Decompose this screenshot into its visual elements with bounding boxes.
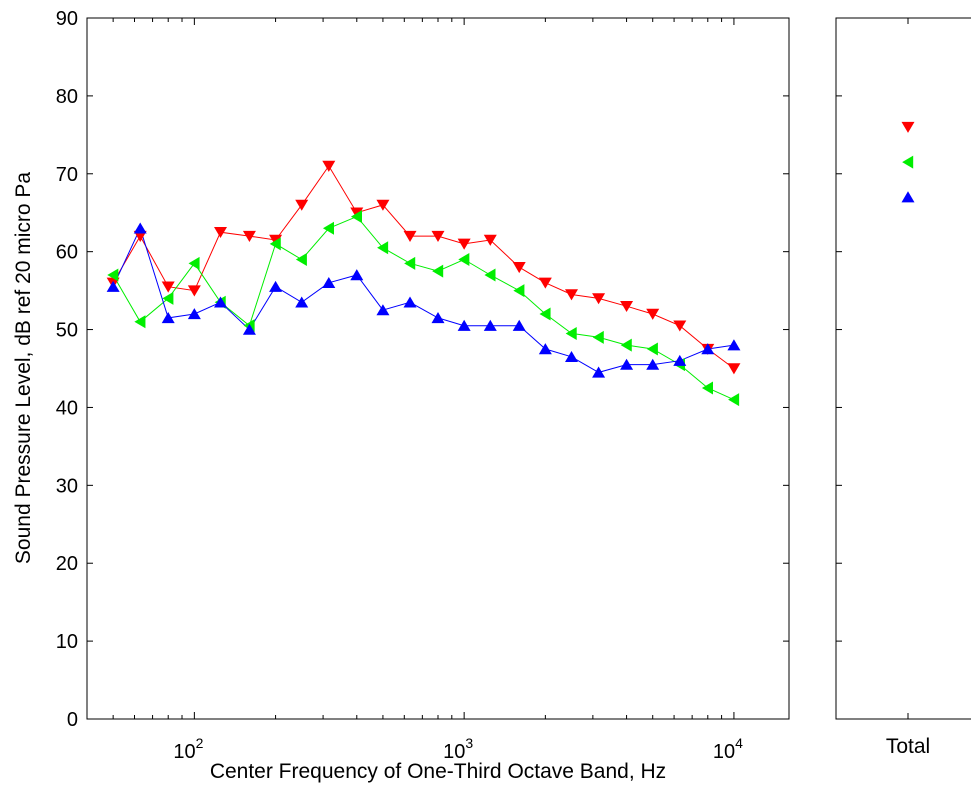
spl-spectrum-chart: 0 10 20 30 40 50 60 70 80 90 102 103 104 Center Freq… <box>12 8 790 783</box>
data-point-marker <box>727 363 741 375</box>
y-tick-label: 20 <box>56 553 78 575</box>
y-tick-label: 50 <box>56 320 78 342</box>
data-point-marker <box>106 280 120 292</box>
y-tick-label: 10 <box>56 631 78 653</box>
data-point-marker <box>242 323 256 335</box>
data-point-marker <box>538 343 552 355</box>
data-point-marker <box>133 222 147 234</box>
total-plot-frame <box>835 17 971 720</box>
data-point-marker <box>512 262 526 274</box>
data-point-marker <box>403 230 417 242</box>
data-point-marker <box>431 230 445 242</box>
data-point-marker <box>350 207 364 219</box>
data-point-marker <box>269 237 281 251</box>
data-point-marker <box>269 234 283 246</box>
main-axis-ticks <box>86 17 789 720</box>
data-point-marker <box>269 280 283 292</box>
data-point-marker <box>133 230 147 242</box>
data-point-marker <box>431 312 445 324</box>
total-category-label: Total <box>886 735 930 758</box>
data-point-marker <box>162 291 174 305</box>
data-point-marker <box>404 256 416 270</box>
data-point-marker <box>646 358 660 370</box>
data-point-marker <box>376 304 390 316</box>
data-point-marker <box>350 210 362 224</box>
y-tick-label: 80 <box>56 86 78 108</box>
data-point-marker <box>187 285 201 297</box>
x-tick-label: 104 <box>713 735 743 763</box>
data-point-marker <box>592 330 604 344</box>
data-point-marker <box>295 296 309 308</box>
data-point-marker <box>484 268 496 282</box>
data-point-marker <box>646 342 658 356</box>
series-markers <box>106 160 741 407</box>
y-tick-label: 90 <box>56 8 78 30</box>
data-point-marker <box>161 312 175 324</box>
data-point-marker <box>134 315 146 329</box>
data-point-marker <box>565 289 579 301</box>
total-level-chart: Total <box>835 17 971 758</box>
data-point-marker <box>620 338 632 352</box>
data-point-marker <box>673 320 687 332</box>
data-point-marker <box>376 199 390 211</box>
main-plot-frame <box>86 17 790 720</box>
data-point-marker <box>432 264 444 278</box>
data-point-marker <box>701 381 713 395</box>
data-point-marker <box>701 343 715 355</box>
data-point-marker <box>457 238 471 250</box>
total-marker <box>901 121 915 133</box>
data-point-marker <box>592 293 606 305</box>
total-axis-ticks <box>836 17 909 720</box>
data-point-marker <box>646 308 660 320</box>
data-point-marker <box>377 241 389 255</box>
y-axis-title: Sound Pressure Level, dB ref 20 micro Pa <box>12 172 35 565</box>
data-point-marker <box>673 354 687 366</box>
data-point-marker <box>214 296 228 308</box>
x-tick-label: 102 <box>173 735 203 763</box>
data-point-marker <box>242 230 256 242</box>
y-tick-label: 70 <box>56 164 78 186</box>
data-point-marker <box>592 366 606 378</box>
data-point-marker <box>188 256 200 270</box>
data-point-marker <box>538 277 552 289</box>
data-point-marker <box>457 319 471 331</box>
data-point-marker <box>565 350 579 363</box>
data-point-marker <box>539 307 551 321</box>
total-marker <box>902 155 914 169</box>
y-tick-label: 60 <box>56 242 78 264</box>
data-point-marker <box>513 284 525 298</box>
data-point-marker <box>727 339 741 351</box>
total-markers <box>901 121 915 203</box>
data-point-marker <box>322 160 336 172</box>
series-line-0 <box>112 165 735 369</box>
data-point-marker <box>728 393 740 407</box>
data-point-marker <box>107 268 119 282</box>
data-point-marker <box>350 269 364 281</box>
data-point-marker <box>295 199 309 211</box>
data-point-marker <box>322 221 334 235</box>
data-point-marker <box>214 226 228 239</box>
data-point-marker <box>161 281 175 293</box>
data-point-marker <box>483 319 497 331</box>
y-tick-label: 0 <box>67 709 78 731</box>
data-point-marker <box>458 252 470 266</box>
data-point-marker <box>403 296 417 308</box>
total-marker <box>901 191 915 203</box>
data-point-marker <box>187 308 201 320</box>
x-tick-label: 103 <box>443 735 473 763</box>
data-point-marker <box>322 276 336 289</box>
y-tick-label: 30 <box>56 475 78 497</box>
data-point-marker <box>620 358 634 370</box>
data-point-marker <box>620 300 634 313</box>
data-point-marker <box>512 319 526 331</box>
data-point-marker <box>483 234 497 246</box>
data-point-marker <box>565 326 577 340</box>
main-tick-labels: 0 10 20 30 40 50 60 70 80 90 102 103 104 <box>56 8 743 763</box>
data-point-marker <box>295 252 307 266</box>
y-tick-label: 40 <box>56 397 78 419</box>
x-axis-title: Center Frequency of One-Third Octave Ban… <box>210 760 666 783</box>
